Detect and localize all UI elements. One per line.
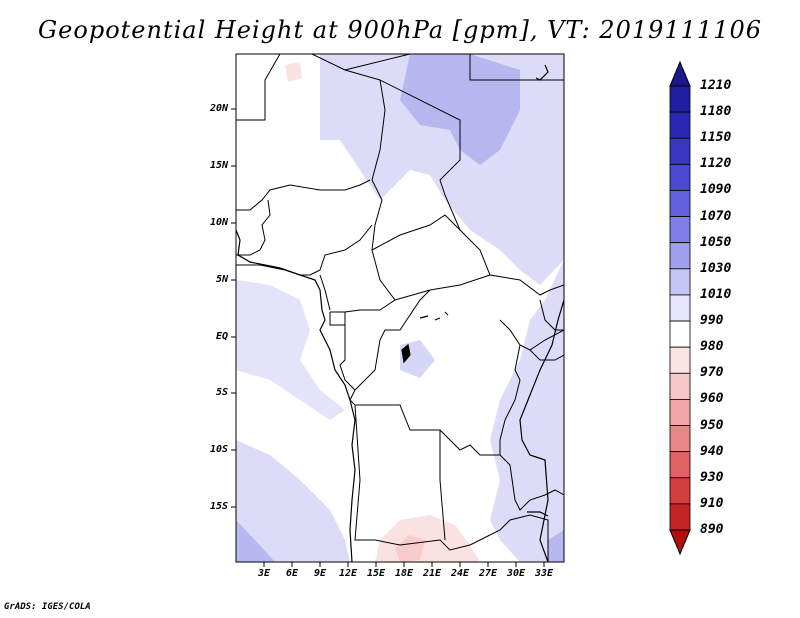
lat-label-5s: 5S	[215, 387, 228, 398]
colorbar-label: 890	[700, 522, 724, 537]
colorbar-label: 1180	[700, 104, 732, 120]
colorbar-bin	[669, 242, 691, 270]
colorbar-bin	[669, 85, 691, 113]
colorbar-bin	[669, 477, 691, 505]
field-region-southwest-high	[236, 520, 275, 562]
colorbar-bin	[669, 137, 691, 165]
lon-label-9e: 9E	[313, 568, 327, 579]
colorbar-bin	[669, 320, 691, 348]
lon-label-24e: 24E	[450, 568, 470, 579]
colorbar-bin	[669, 503, 691, 531]
axis-ticks	[231, 108, 545, 567]
lat-label-15s: 15S	[209, 501, 228, 512]
lat-label-15n: 15N	[209, 160, 228, 171]
colorbar-label: 930	[700, 469, 724, 485]
lat-label-10s: 10S	[209, 444, 228, 455]
colorbar-label: 1030	[700, 260, 732, 276]
field-region-southwest	[236, 440, 350, 562]
field-region-north-low	[285, 62, 302, 82]
lat-label-20n: 20N	[209, 103, 228, 114]
country-borders	[236, 54, 564, 562]
colorbar-bin	[669, 451, 691, 479]
colorbar-label: 960	[700, 391, 724, 407]
lon-label-15e: 15E	[366, 568, 386, 579]
lon-label-30e: 30E	[506, 568, 526, 579]
map-frame	[235, 53, 565, 563]
colorbar-bin	[669, 163, 691, 191]
colorbar-label: 980	[700, 339, 724, 355]
lat-label-5n: 5N	[215, 274, 228, 285]
lon-label-27e: 27E	[478, 568, 498, 579]
lon-label-21e: 21E	[422, 568, 442, 579]
grads-credit: GrADS: IGES/COLA	[4, 602, 91, 612]
colorbar-bottom-arrow	[669, 529, 691, 556]
colorbar-label: 940	[700, 443, 724, 459]
colorbar-label: 1010	[700, 286, 732, 302]
lat-label-10n: 10N	[209, 217, 228, 228]
lon-label-3e: 3E	[257, 568, 271, 579]
lon-label-6e: 6E	[285, 568, 299, 579]
colorbar-label: 1050	[700, 234, 732, 250]
colorbar-label: 1120	[700, 156, 732, 172]
field-region-southeast-high	[548, 530, 564, 562]
colorbar-label: 910	[700, 495, 724, 511]
colorbar-bin	[669, 425, 691, 453]
colorbar-label: 970	[700, 365, 724, 381]
lon-label-33e: 33E	[534, 568, 554, 579]
lat-label-eq: EQ	[215, 331, 228, 342]
colorbar-label: 990	[700, 313, 724, 329]
colorbar-label: 1090	[700, 182, 732, 198]
colorbar-bin	[669, 294, 691, 322]
lon-label-18e: 18E	[394, 568, 414, 579]
field-region-west-coast	[236, 280, 345, 420]
colorbar-label: 1150	[700, 130, 732, 146]
map-field	[236, 54, 564, 562]
lon-label-12e: 12E	[338, 568, 358, 579]
field-region-south-low-core	[395, 535, 425, 562]
colorbar-bin	[669, 190, 691, 217]
colorbar-bin	[669, 216, 691, 244]
colorbar-label: 1210	[700, 78, 732, 93]
chart-title: Geopotential Height at 900hPa [gpm], VT:…	[38, 16, 762, 44]
colorbar-bin	[669, 346, 691, 374]
colorbar-top-arrow	[669, 60, 691, 87]
colorbar-bin	[669, 372, 691, 400]
colorbar-bin	[669, 399, 691, 426]
field-region-northeast-high	[400, 54, 520, 165]
colorbar-bin	[669, 111, 691, 139]
coastline	[236, 64, 564, 562]
colorbar-bin	[669, 268, 691, 296]
colorbar	[669, 60, 691, 556]
colorbar-label: 950	[700, 417, 724, 433]
colorbar-label: 1070	[700, 208, 732, 224]
field-region-east	[490, 260, 564, 562]
